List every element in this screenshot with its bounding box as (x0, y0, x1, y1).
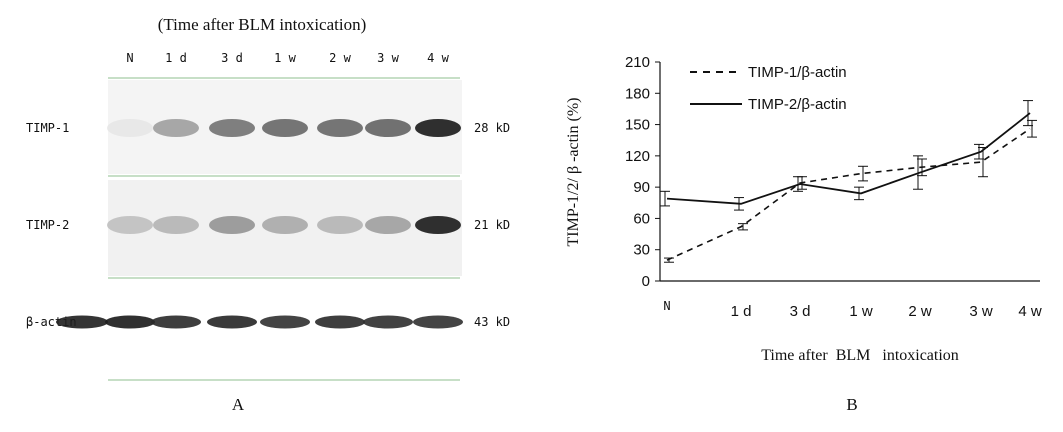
x-tick-label-n: N (663, 299, 670, 313)
band-timp-1-n (107, 119, 153, 137)
band-actin-4-w (413, 315, 463, 329)
y-tick-label-210: 210 (625, 54, 650, 71)
band-timp-1-1-w (262, 119, 308, 137)
legend-label-timp-1-actin: TIMP-1/β-actin (748, 64, 847, 81)
chart-legend: TIMP-1/β-actin TIMP-2/β-actin (690, 64, 847, 113)
legend-label-timp-2-actin: TIMP-2/β-actin (748, 96, 847, 113)
x-tick-label-1-d: 1 d (731, 303, 752, 320)
blot-title: (Time after BLM intoxication) (158, 15, 367, 34)
x-tick-label-2-w: 2 w (908, 303, 932, 320)
panel-b-caption: B (846, 395, 857, 414)
y-axis-label: TIMP-1/2/ β -actin (%) (565, 98, 582, 247)
panel-a-caption: A (232, 395, 245, 414)
lane-label-3-w: 3 w (377, 51, 399, 65)
band-actin-3-d (207, 315, 257, 329)
row-label-timp-1: TIMP-1 (26, 121, 69, 135)
series-timp-1-actin-line (666, 128, 1031, 261)
band-actin-1-d (151, 315, 201, 329)
row-size-actin: 43 kD (474, 315, 510, 329)
lane-label-1-d: 1 d (165, 51, 187, 65)
y-tick-label-90: 90 (633, 179, 650, 196)
band-timp-2-1-d (153, 216, 199, 234)
x-tick-label-3-d: 3 d (790, 303, 811, 320)
series-timp-2-actin (660, 100, 1033, 211)
band-timp-1-2-w (317, 119, 363, 137)
lane-labels: N 1 d 3 d 1 w 2 w 3 w 4 w (126, 51, 449, 65)
band-timp-1-3-d (209, 119, 255, 137)
chart-axes (659, 62, 1040, 282)
band-timp-1-4-w (415, 119, 461, 137)
band-actin-n (105, 315, 155, 329)
x-tick-label-3-w: 3 w (969, 303, 993, 320)
blot-separator-lines (108, 77, 460, 381)
x-axis-label: Time after BLM intoxication (761, 347, 959, 364)
band-timp-1-1-d (153, 119, 199, 137)
y-tick-label-30: 30 (633, 242, 650, 259)
band-actin-1-w (260, 315, 310, 329)
y-tick-label-60: 60 (633, 210, 650, 227)
row-size-timp-2: 21 kD (474, 218, 510, 232)
lane-label-4-w: 4 w (427, 51, 449, 65)
lane-label-2-w: 2 w (329, 51, 351, 65)
band-timp-1-3-w (365, 119, 411, 137)
band-beta-actin-extra (56, 315, 108, 329)
chart-series (660, 100, 1037, 263)
y-tick-label-150: 150 (625, 117, 650, 134)
series-timp-2-actin-line (666, 112, 1031, 205)
x-tick-labels: N 1 d 3 d 1 w 2 w 3 w 4 w (663, 299, 1041, 320)
x-tick-label-1-w: 1 w (849, 303, 873, 320)
band-actin-3-w (363, 315, 413, 329)
band-timp-2-2-w (317, 216, 363, 234)
row-label-timp-2: TIMP-2 (26, 218, 69, 232)
row-size-timp-1: 28 kD (474, 121, 510, 135)
lane-label-n: N (126, 51, 133, 65)
y-tick-labels: 0 30 60 90 120 150 180 210 (625, 54, 660, 290)
y-tick-label-120: 120 (625, 148, 650, 165)
band-timp-2-3-w (365, 216, 411, 234)
y-tick-label-0: 0 (642, 273, 650, 290)
band-actin-2-w (315, 315, 365, 329)
lane-label-1-w: 1 w (274, 51, 296, 65)
lane-label-3-d: 3 d (221, 51, 243, 65)
western-blot-panel: (Time after BLM intoxication) N 1 d 3 d 1 w… (26, 15, 510, 414)
y-tick-label-180: 180 (625, 85, 650, 102)
x-tick-label-4-w: 4 w (1018, 303, 1042, 320)
band-timp-2-3-d (209, 216, 255, 234)
band-timp-2-n (107, 216, 153, 234)
band-timp-2-1-w (262, 216, 308, 234)
band-timp-2-4-w (415, 216, 461, 234)
